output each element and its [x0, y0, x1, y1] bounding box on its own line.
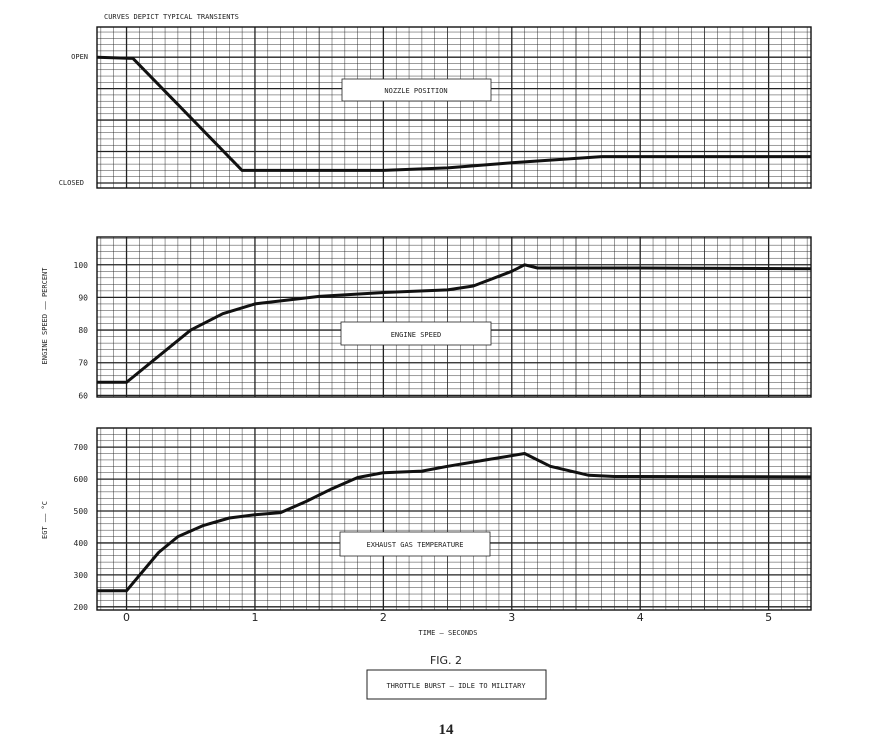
y-tick-label: 100: [74, 261, 89, 270]
nozzle-label-box: [341, 78, 492, 102]
x-tick-label: 5: [765, 611, 772, 624]
x-tick-label: 4: [637, 611, 644, 624]
egt-label-box: [339, 531, 491, 557]
y-tick-label: 400: [74, 539, 89, 548]
page-number: 14: [439, 722, 455, 738]
x-ticks: 0 1 2 3 4 5: [123, 611, 772, 624]
engine-speed-axis-title: ENGINE SPEED —— PERCENT: [41, 267, 49, 365]
y-tick-label: 200: [74, 603, 89, 612]
y-tick-label: 700: [74, 443, 89, 452]
egt-panel: [96, 427, 812, 611]
engine-speed-y-ticks: 60 70 80 90 100: [74, 261, 89, 401]
engine-speed-title: ENGINE SPEED: [391, 331, 442, 339]
y-tick-label: 600: [74, 475, 89, 484]
caption-box: [366, 669, 547, 700]
y-tick-label: 80: [78, 326, 88, 335]
egt-title: EXHAUST GAS TEMPERATURE: [367, 541, 464, 549]
y-tick-label: 500: [74, 507, 89, 516]
x-tick-label: 2: [380, 611, 387, 624]
y-tick-label: 300: [74, 571, 89, 580]
figure-caption: THROTTLE BURST — IDLE TO MILITARY: [386, 682, 526, 690]
x-tick-label: 1: [251, 611, 258, 624]
figure-label: FIG. 2: [430, 654, 462, 667]
y-label-open: OPEN: [71, 53, 88, 61]
egt-y-ticks: 200 300 400 500 600 700: [74, 443, 89, 612]
plot-frame: [96, 236, 812, 398]
engine-speed-label-box: [340, 321, 492, 346]
x-axis-title: TIME — SECONDS: [418, 629, 477, 637]
y-tick-label: 70: [78, 359, 88, 368]
egt-axis-title: EGT —— °C: [41, 501, 49, 539]
plot-frame: [96, 427, 812, 611]
nozzle-position-title: NOZZLE POSITION: [384, 87, 447, 95]
series-line: [97, 452, 812, 593]
y-tick-label: 90: [78, 293, 88, 302]
y-label-closed: CLOSED: [59, 179, 84, 187]
x-tick-label: 3: [508, 611, 515, 624]
nozzle-position-panel: [96, 26, 812, 189]
x-tick-label: 0: [123, 611, 130, 624]
header-note: CURVES DEPICT TYPICAL TRANSIENTS: [104, 13, 239, 21]
plot-frame: [96, 26, 812, 189]
engine-speed-panel: [96, 236, 812, 398]
y-tick-label: 60: [78, 391, 88, 400]
